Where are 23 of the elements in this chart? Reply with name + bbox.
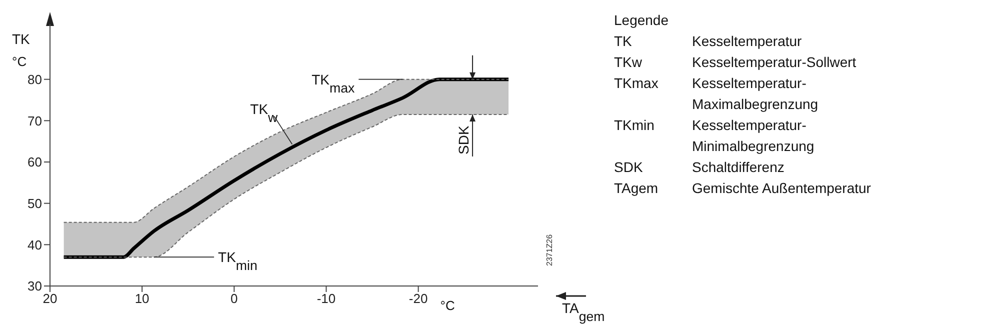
- text: TKw Kesseltemperatur-Sollwert: [614, 54, 856, 70]
- text: °C: [440, 298, 455, 313]
- y-tick-label: 40: [28, 237, 42, 252]
- text: TKmax Kesseltemperatur-Maximalbegrenzung: [614, 75, 818, 112]
- y-tick-label: 30: [28, 278, 42, 294]
- text: TAgem Gemischte Außentemperatur: [614, 180, 871, 196]
- x-tick-label: 20: [42, 291, 58, 306]
- y-tick-label: 70: [28, 113, 42, 128]
- text: SDK Schaltdifferenz: [614, 159, 784, 175]
- text: °C: [12, 54, 27, 69]
- y-tick-label: 60: [28, 154, 42, 170]
- annotation: SDK: [456, 125, 472, 154]
- y-tick-label: 50: [28, 196, 42, 211]
- text: 2371Z26: [545, 234, 554, 266]
- x-tick-label: -20: [408, 291, 428, 306]
- legend-title: Legende: [614, 11, 670, 30]
- text: TK Kesseltemperatur: [614, 33, 802, 49]
- y-tick-label: 80: [28, 72, 42, 87]
- x-tick-label: -10: [316, 291, 336, 306]
- x-tick-label: 0: [230, 291, 238, 306]
- text: TKmin Kesseltemperatur-Minimalbegrenzung: [614, 117, 814, 154]
- x-tick-label: 10: [134, 291, 150, 306]
- y-axis-title: TK: [12, 31, 31, 47]
